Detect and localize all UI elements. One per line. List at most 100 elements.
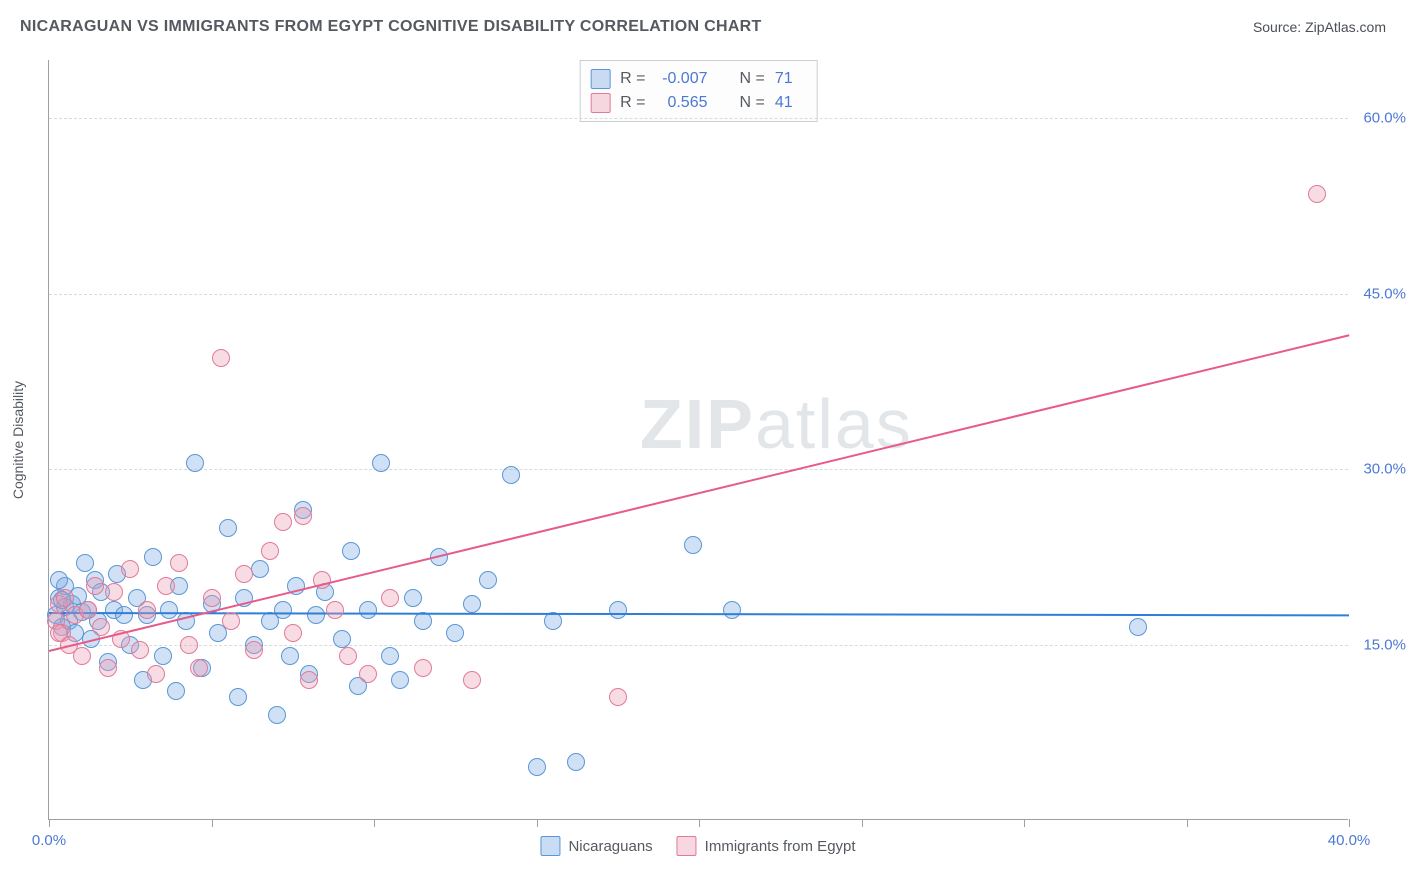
y-tick-label: 15.0% [1363, 636, 1406, 653]
data-point-egypt [79, 601, 97, 619]
data-point-egypt [274, 513, 292, 531]
data-point-egypt [245, 641, 263, 659]
data-point-egypt [284, 624, 302, 642]
data-point-nicaraguans [219, 519, 237, 537]
n-value: 41 [775, 91, 803, 115]
data-point-nicaraguans [479, 571, 497, 589]
x-tick [1024, 819, 1025, 827]
x-tick-label: 0.0% [32, 832, 66, 849]
chart-title: NICARAGUAN VS IMMIGRANTS FROM EGYPT COGN… [20, 18, 762, 36]
data-point-nicaraguans [528, 758, 546, 776]
legend-swatch [677, 836, 697, 856]
data-point-egypt [138, 601, 156, 619]
data-point-egypt [381, 589, 399, 607]
n-label: N = [740, 67, 765, 91]
data-point-egypt [121, 560, 139, 578]
source-prefix: Source: [1253, 19, 1305, 35]
data-point-nicaraguans [567, 753, 585, 771]
data-point-nicaraguans [372, 454, 390, 472]
data-point-egypt [222, 612, 240, 630]
legend-series-item: Immigrants from Egypt [677, 836, 856, 856]
data-point-egypt [414, 659, 432, 677]
data-point-nicaraguans [50, 571, 68, 589]
data-point-egypt [99, 659, 117, 677]
data-point-nicaraguans [167, 682, 185, 700]
data-point-nicaraguans [609, 601, 627, 619]
n-value: 71 [775, 67, 803, 91]
data-point-egypt [180, 636, 198, 654]
x-tick [1187, 819, 1188, 827]
data-point-egypt [235, 565, 253, 583]
data-point-nicaraguans [268, 706, 286, 724]
x-tick [862, 819, 863, 827]
data-point-egypt [300, 671, 318, 689]
data-point-egypt [157, 577, 175, 595]
data-point-egypt [147, 665, 165, 683]
scatter-plot: ZIPatlas R =-0.007N =71R =0.565N =41 15.… [48, 60, 1348, 820]
legend-correlation-row: R = 0.565 N = 41 [590, 91, 803, 115]
chart-header: NICARAGUAN VS IMMIGRANTS FROM EGYPT COGN… [20, 18, 1386, 36]
data-point-nicaraguans [115, 606, 133, 624]
data-point-nicaraguans [333, 630, 351, 648]
legend-swatch [590, 69, 610, 89]
r-label: R = [620, 91, 645, 115]
legend-swatch [590, 93, 610, 113]
r-value: -0.007 [656, 67, 708, 91]
data-point-egypt [339, 647, 357, 665]
data-point-nicaraguans [274, 601, 292, 619]
data-point-nicaraguans [414, 612, 432, 630]
data-point-nicaraguans [281, 647, 299, 665]
data-point-egypt [56, 589, 74, 607]
x-tick [699, 819, 700, 827]
data-point-nicaraguans [229, 688, 247, 706]
data-point-egypt [50, 624, 68, 642]
x-tick [212, 819, 213, 827]
data-point-nicaraguans [391, 671, 409, 689]
legend-correlation-box: R = -0.007 N = 71 R = 0.565 N = 41 [579, 60, 818, 122]
data-point-egypt [170, 554, 188, 572]
data-point-egypt [73, 647, 91, 665]
data-point-nicaraguans [1129, 618, 1147, 636]
r-value: 0.565 [656, 91, 708, 115]
legend-series-label: Immigrants from Egypt [705, 838, 856, 855]
y-axis-title: Cognitive Disability [10, 381, 26, 499]
data-point-nicaraguans [251, 560, 269, 578]
watermark: ZIPatlas [640, 384, 913, 464]
data-point-egypt [86, 577, 104, 595]
data-point-nicaraguans [342, 542, 360, 560]
data-point-egypt [212, 349, 230, 367]
x-tick [374, 819, 375, 827]
data-point-egypt [261, 542, 279, 560]
data-point-nicaraguans [723, 601, 741, 619]
data-point-nicaraguans [76, 554, 94, 572]
legend-correlation-row: R = -0.007 N = 71 [590, 67, 803, 91]
data-point-nicaraguans [359, 601, 377, 619]
legend-series: Nicaraguans Immigrants from Egypt [540, 836, 855, 856]
x-tick-label: 40.0% [1328, 832, 1371, 849]
legend-swatch [540, 836, 560, 856]
data-point-egypt [92, 618, 110, 636]
data-point-nicaraguans [154, 647, 172, 665]
data-point-egypt [131, 641, 149, 659]
data-point-egypt [359, 665, 377, 683]
source-credit: Source: ZipAtlas.com [1253, 19, 1386, 35]
data-point-egypt [203, 589, 221, 607]
r-label: R = [620, 67, 645, 91]
data-point-egypt [609, 688, 627, 706]
source-link[interactable]: ZipAtlas.com [1305, 19, 1386, 35]
data-point-egypt [294, 507, 312, 525]
grid-line [49, 469, 1348, 470]
x-tick [1349, 819, 1350, 827]
grid-line [49, 118, 1348, 119]
y-tick-label: 45.0% [1363, 285, 1406, 302]
data-point-egypt [190, 659, 208, 677]
n-label: N = [740, 91, 765, 115]
data-point-nicaraguans [404, 589, 422, 607]
legend-series-label: Nicaraguans [568, 838, 652, 855]
data-point-egypt [1308, 185, 1326, 203]
data-point-nicaraguans [463, 595, 481, 613]
grid-line [49, 294, 1348, 295]
x-tick [537, 819, 538, 827]
data-point-nicaraguans [160, 601, 178, 619]
x-tick [49, 819, 50, 827]
